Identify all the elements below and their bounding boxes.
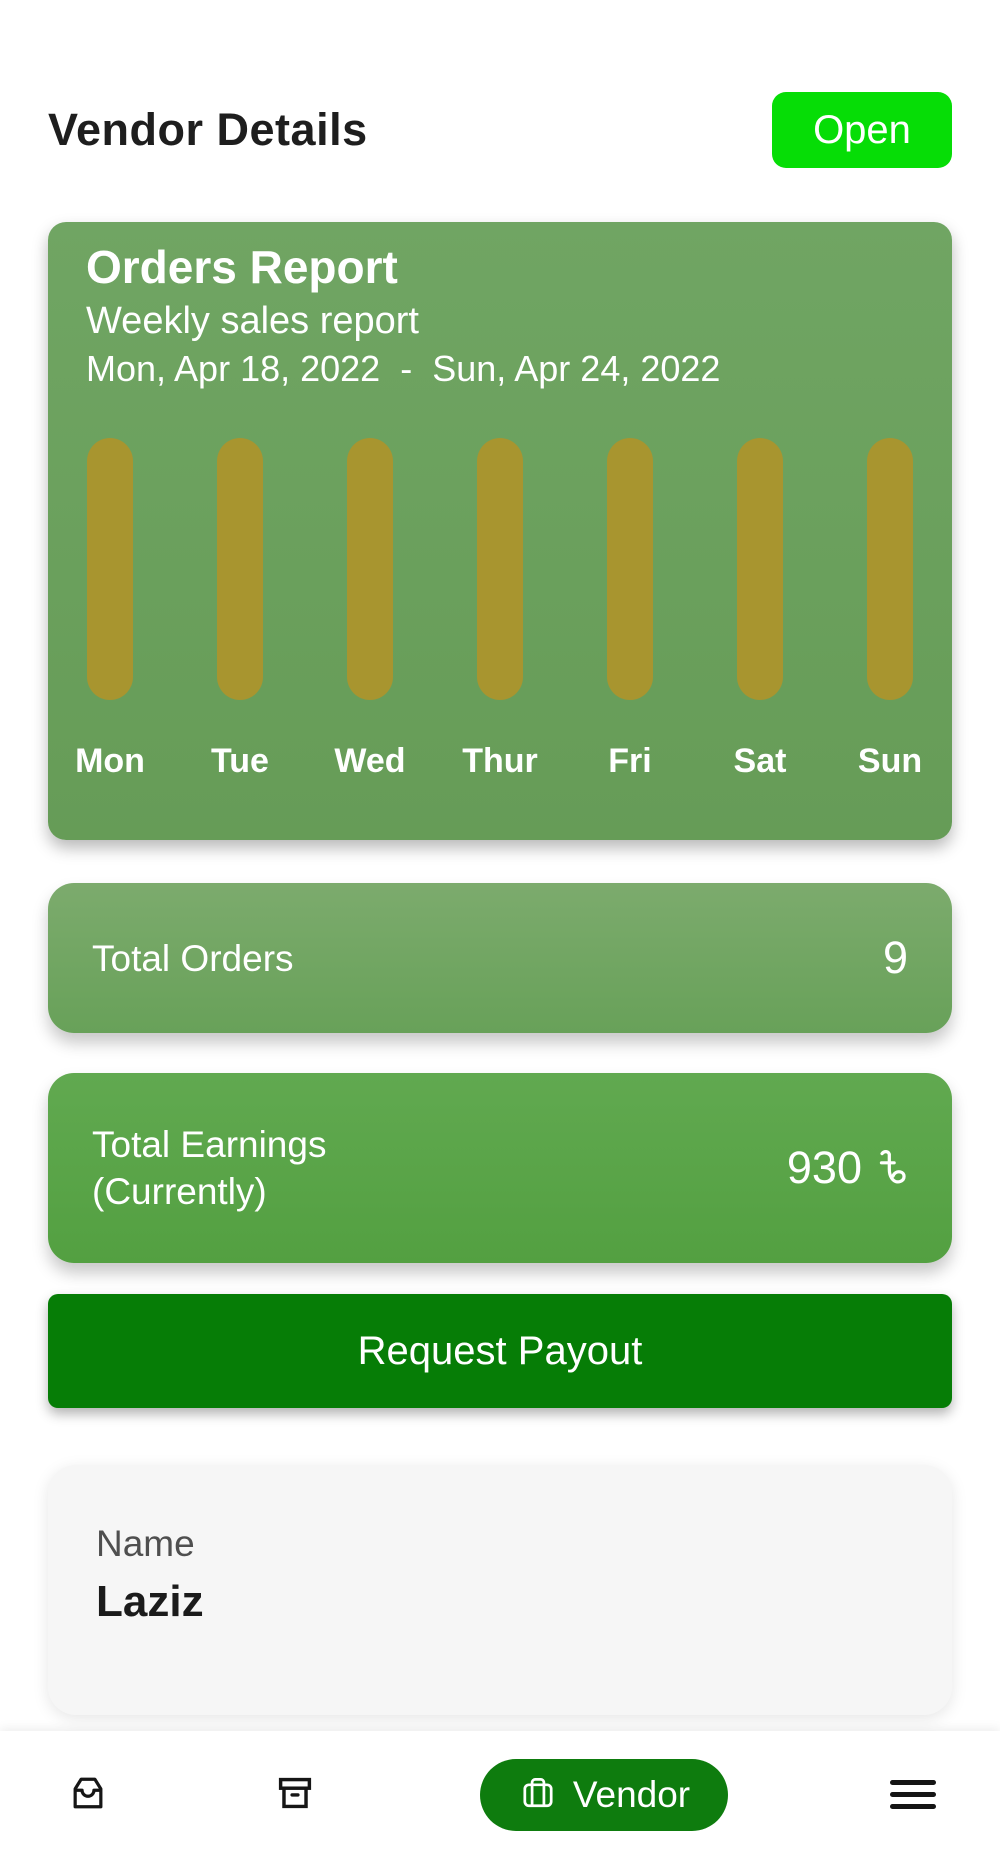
chart-column <box>866 438 914 700</box>
vendor-name-value: Laziz <box>96 1577 204 1626</box>
total-earnings-label: Total Earnings (Currently) <box>92 1121 326 1215</box>
chart-bar-label: Sun <box>857 742 923 780</box>
chart-bar-label: Wed <box>334 742 406 780</box>
chart-column <box>216 438 264 700</box>
archive-box-icon <box>272 1770 318 1819</box>
request-payout-button[interactable]: Request Payout <box>48 1294 952 1408</box>
chart-bar <box>737 438 783 700</box>
chart-bar <box>347 438 393 700</box>
briefcase-icon <box>518 1773 558 1816</box>
page-title: Vendor Details <box>48 104 368 155</box>
chart-column <box>346 438 394 700</box>
total-orders-label: Total Orders <box>92 937 294 979</box>
total-earnings-value: 930 <box>787 1142 908 1194</box>
bottom-navigation-bar: Vendor <box>0 1731 1000 1864</box>
chart-bar <box>607 438 653 700</box>
open-status-button[interactable]: Open <box>772 92 952 168</box>
chart-bar-label: Mon <box>75 742 145 780</box>
total-earnings-label-line2: (Currently) <box>92 1171 267 1212</box>
nav-item-tray[interactable] <box>66 1771 110 1818</box>
vendor-details-screen: Vendor Details Open Orders Report Weekly… <box>0 86 1000 1864</box>
orders-report-title: Orders Report <box>86 241 398 293</box>
total-orders-value: 9 <box>882 932 908 983</box>
nav-item-menu[interactable] <box>890 1780 936 1809</box>
chart-column <box>476 438 524 700</box>
orders-report-card: Orders Report Weekly sales report Mon, A… <box>48 222 952 840</box>
taka-currency-icon <box>878 1148 908 1188</box>
menu-icon <box>890 1780 936 1809</box>
chart-bar <box>87 438 133 700</box>
chart-bar <box>477 438 523 700</box>
chart-column <box>606 438 654 700</box>
chart-column <box>736 438 784 700</box>
chart-bar <box>867 438 913 700</box>
total-earnings-label-line1: Total Earnings <box>92 1124 327 1165</box>
orders-bar-chart <box>86 438 914 700</box>
chart-bar-label: Sat <box>733 742 787 780</box>
total-earnings-card: Total Earnings (Currently) 930 <box>48 1073 952 1263</box>
total-earnings-amount: 930 <box>786 1142 862 1193</box>
chart-bar-label: Thur <box>462 742 538 780</box>
chart-bar <box>217 438 263 700</box>
chart-column <box>86 438 134 700</box>
vendor-info-card: Name Laziz <box>48 1465 952 1715</box>
total-orders-card: Total Orders 9 <box>48 883 952 1033</box>
chart-bar-label: Fri <box>608 742 652 780</box>
header: Vendor Details Open <box>48 86 952 174</box>
nav-item-vendor-active[interactable]: Vendor <box>480 1758 728 1831</box>
nav-vendor-label: Vendor <box>572 1773 691 1815</box>
chart-bar-label: Tue <box>211 742 269 780</box>
orders-report-date-range: Mon, Apr 18, 2022 - Sun, Apr 24, 2022 <box>86 348 721 389</box>
orders-bar-chart-labels: Mon Tue Wed Thur Fri Sat Sun <box>75 742 923 781</box>
orders-report-subtitle: Weekly sales report <box>86 300 419 342</box>
nav-item-archive[interactable] <box>272 1770 318 1819</box>
vendor-name-label: Name <box>96 1523 195 1564</box>
tray-icon <box>66 1771 110 1818</box>
